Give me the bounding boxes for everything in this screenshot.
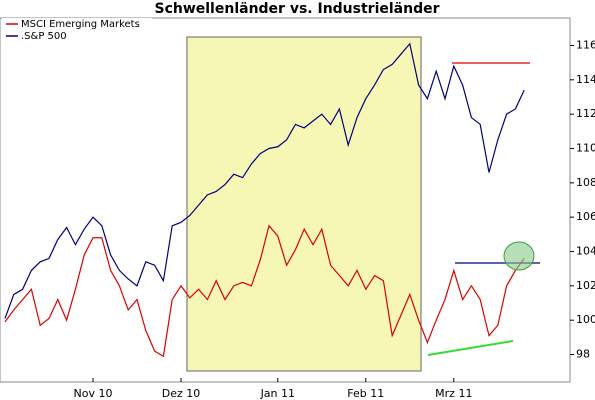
y-tick-label: 98	[576, 348, 590, 361]
x-tick-label: Dez 10	[162, 387, 201, 400]
plot	[4, 42, 525, 358]
series-line	[4, 42, 525, 319]
x-tick-label: Jan 11	[260, 387, 295, 400]
y-tick-label: 102	[576, 279, 595, 292]
y-tick-label: 100	[576, 313, 595, 326]
x-tick-label: Feb 11	[347, 387, 384, 400]
highlight-region	[186, 36, 422, 372]
legend-label: .S&P 500	[21, 31, 67, 42]
y-tick-label: 110	[576, 141, 595, 154]
y-tick-label: 112	[576, 107, 595, 120]
legend	[2, 18, 152, 46]
highlight-circle	[503, 241, 535, 271]
y-tick-label: 106	[576, 210, 595, 223]
y-tick-label: 116	[576, 38, 595, 51]
trend-line	[427, 340, 514, 356]
y-tick-label: 114	[576, 73, 595, 86]
legend-label: MSCI Emerging Markets	[21, 19, 140, 30]
series-line	[4, 224, 525, 358]
x-tick-label: Nov 10	[74, 387, 113, 400]
y-tick-label: 104	[576, 245, 595, 258]
y-tick-label: 108	[576, 176, 595, 189]
x-tick-label: Mrz 11	[435, 387, 472, 400]
chart-title: Schwellenländer vs. Industrieländer	[154, 1, 439, 17]
